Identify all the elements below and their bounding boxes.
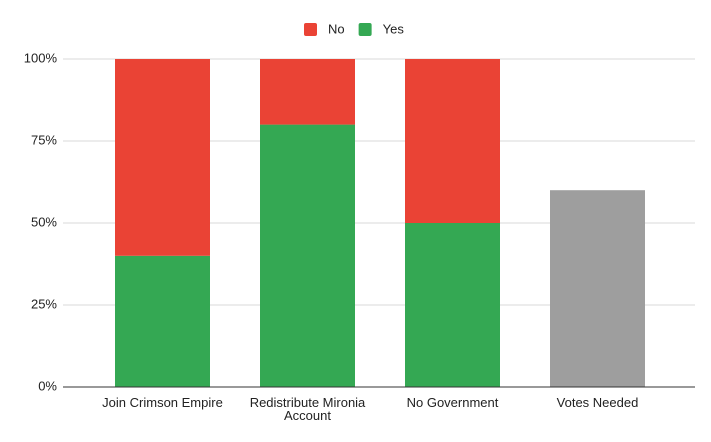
x-tick-label: Redistribute Mironia Account [249, 395, 366, 423]
x-tick-label: No Government [406, 395, 499, 410]
legend-swatch [304, 23, 317, 36]
bar-segment [260, 59, 355, 125]
bar-segment [405, 223, 500, 387]
legend-swatch [358, 23, 372, 36]
y-tick-label: 25% [31, 296, 57, 311]
x-tick-label: Join Crimson Empire [102, 395, 223, 410]
y-tick-label: 100% [24, 50, 58, 65]
y-tick-label: 50% [31, 214, 57, 229]
bar-segment [405, 59, 500, 223]
bar-segment [115, 59, 210, 256]
bar-segment [550, 190, 645, 387]
x-tick-label: Votes Needed [556, 395, 639, 410]
bar-segment [260, 124, 355, 387]
y-tick-label: 0% [38, 378, 57, 393]
legend-label: No [328, 21, 345, 36]
legend-label: Yes [383, 21, 405, 36]
y-tick-label: 75% [31, 132, 57, 147]
bar-segment [115, 255, 210, 387]
